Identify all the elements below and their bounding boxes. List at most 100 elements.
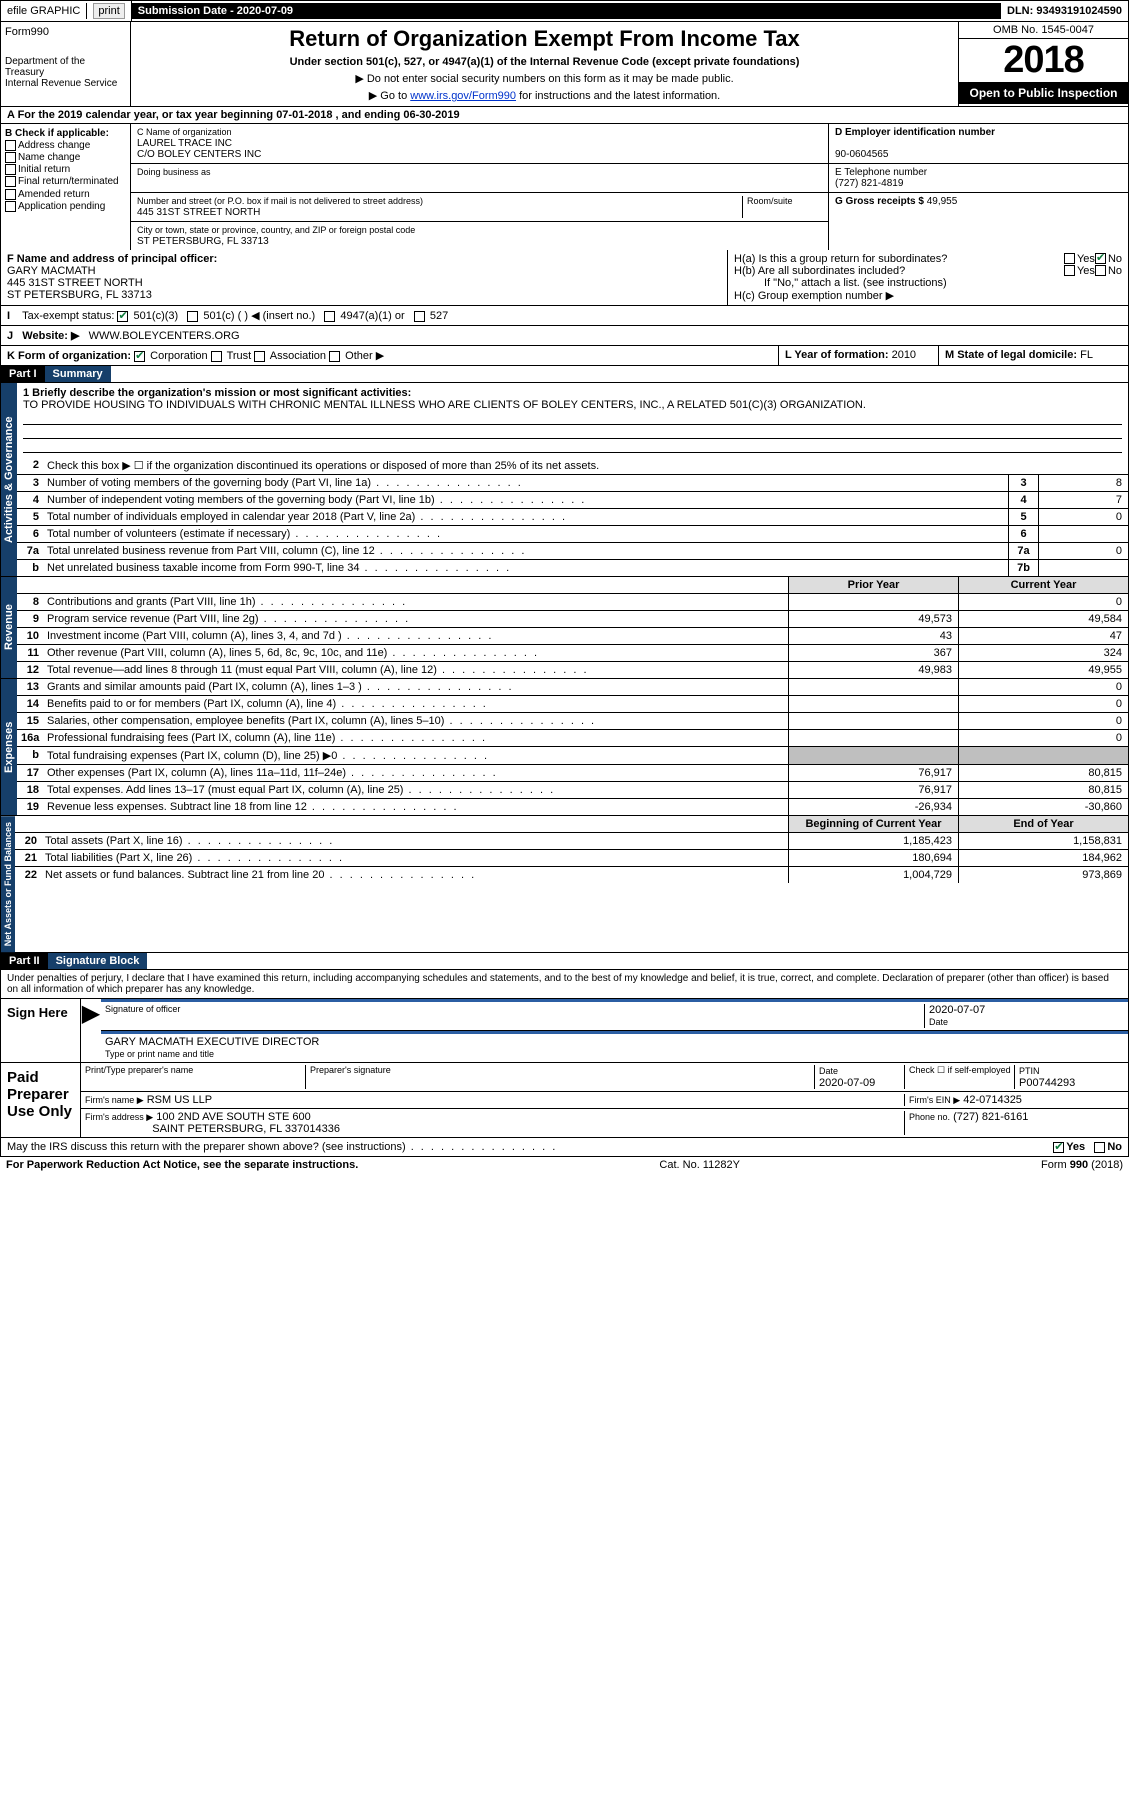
- officer-printed: GARY MACMATH EXECUTIVE DIRECTOR: [105, 1036, 319, 1048]
- d-ein-label: D Employer identification number: [835, 127, 995, 138]
- check-address-change[interactable]: Address change: [5, 140, 126, 151]
- officer-addr1: 445 31ST STREET NORTH: [7, 277, 143, 289]
- irs-link[interactable]: www.irs.gov/Form990: [410, 90, 516, 102]
- check-other[interactable]: [329, 351, 340, 362]
- page-footer: For Paperwork Reduction Act Notice, see …: [0, 1157, 1129, 1173]
- firm-addr: 100 2ND AVE SOUTH STE 600: [156, 1111, 310, 1123]
- discuss-row: May the IRS discuss this return with the…: [0, 1138, 1129, 1157]
- check-trust[interactable]: [211, 351, 222, 362]
- prep-name-label: Print/Type preparer's name: [85, 1065, 305, 1089]
- paid-preparer-block: Paid Preparer Use Only Print/Type prepar…: [0, 1063, 1129, 1138]
- line-1-label: 1 Briefly describe the organization's mi…: [23, 387, 411, 399]
- check-initial-return[interactable]: Initial return: [5, 164, 126, 175]
- line-22: Net assets or fund balances. Subtract li…: [41, 867, 788, 883]
- row-i-tax-exempt: I Tax-exempt status: 501(c)(3) 501(c) ( …: [0, 306, 1129, 326]
- tab-expenses: Expenses: [1, 679, 17, 815]
- hdr-current-year: Current Year: [958, 577, 1128, 593]
- check-final-return[interactable]: Final return/terminated: [5, 176, 126, 187]
- line-11: Other revenue (Part VIII, column (A), li…: [43, 645, 788, 661]
- line-13: Grants and similar amounts paid (Part IX…: [43, 679, 788, 695]
- line-19: Revenue less expenses. Subtract line 18 …: [43, 799, 788, 815]
- line-20: Total assets (Part X, line 16): [41, 833, 788, 849]
- sig-date: 2020-07-07: [929, 1004, 985, 1016]
- row-j-website: J Website: ▶ WWW.BOLEYCENTERS.ORG: [0, 326, 1129, 346]
- tax-year: 2018: [959, 39, 1128, 82]
- g-gross-label: G Gross receipts $: [835, 196, 924, 207]
- h-b-label: H(b) Are all subordinates included?: [734, 265, 1064, 277]
- line-15: Salaries, other compensation, employee b…: [43, 713, 788, 729]
- check-app-pending[interactable]: Application pending: [5, 201, 126, 212]
- cat-no: Cat. No. 11282Y: [659, 1159, 740, 1171]
- hdr-prior-year: Prior Year: [788, 577, 958, 593]
- line-b: Net unrelated business taxable income fr…: [43, 560, 1008, 576]
- efile-label: efile GRAPHIC: [1, 3, 87, 19]
- sig-officer-label: Signature of officer: [105, 1004, 924, 1028]
- subtitle-3: ▶ Go to www.irs.gov/Form990 for instruct…: [135, 89, 954, 102]
- print-button[interactable]: print: [93, 3, 124, 19]
- line-b: Total fundraising expenses (Part IX, col…: [43, 747, 788, 764]
- line-21: Total liabilities (Part X, line 26): [41, 850, 788, 866]
- dept-treasury: Department of the Treasury Internal Reve…: [5, 56, 126, 89]
- line-12: Total revenue—add lines 8 through 11 (mu…: [43, 662, 788, 678]
- hb-no[interactable]: [1095, 265, 1106, 276]
- expenses-section: Expenses 13Grants and similar amounts pa…: [0, 679, 1129, 816]
- ha-no[interactable]: [1095, 253, 1106, 264]
- f-label: F Name and address of principal officer:: [7, 253, 217, 265]
- line-5: Total number of individuals employed in …: [43, 509, 1008, 525]
- row-a-tax-year: A For the 2019 calendar year, or tax yea…: [0, 107, 1129, 124]
- hb-yes[interactable]: [1064, 265, 1075, 276]
- street-address: 445 31ST STREET NORTH: [137, 207, 260, 218]
- submission-date: Submission Date - 2020-07-09: [132, 3, 1001, 19]
- room-label: Room/suite: [747, 196, 793, 206]
- line-4: Number of independent voting members of …: [43, 492, 1008, 508]
- state-domicile: FL: [1080, 349, 1093, 361]
- line-10: Investment income (Part VIII, column (A)…: [43, 628, 788, 644]
- form-version: Form 990 (2018): [1041, 1159, 1123, 1171]
- care-of: C/O BOLEY CENTERS INC: [137, 149, 261, 160]
- line-18: Total expenses. Add lines 13–17 (must eq…: [43, 782, 788, 798]
- check-self-employed[interactable]: Check ☐ if self-employed: [904, 1065, 1014, 1089]
- dln: DLN: 93493191024590: [1001, 3, 1128, 19]
- prep-date: 2020-07-09: [819, 1077, 875, 1089]
- check-4947[interactable]: [324, 311, 335, 322]
- form-label: Form: [5, 26, 31, 38]
- subtitle-2: ▶ Do not enter social security numbers o…: [135, 72, 954, 85]
- firm-phone: (727) 821-6161: [953, 1111, 1028, 1123]
- h-a-label: H(a) Is this a group return for subordin…: [734, 253, 1064, 265]
- mission-text: TO PROVIDE HOUSING TO INDIVIDUALS WITH C…: [23, 399, 866, 411]
- ein-value: 90-0604565: [835, 149, 888, 160]
- firm-name: RSM US LLP: [147, 1094, 212, 1106]
- check-assoc[interactable]: [254, 351, 265, 362]
- net-assets-section: Net Assets or Fund Balances Beginning of…: [0, 816, 1129, 953]
- line-3: Number of voting members of the governin…: [43, 475, 1008, 491]
- check-501c3[interactable]: [117, 311, 128, 322]
- firm-ein: 42-0714325: [963, 1094, 1022, 1106]
- paid-preparer-label: Paid Preparer Use Only: [1, 1063, 81, 1137]
- check-name-change[interactable]: Name change: [5, 152, 126, 163]
- section-b-to-g: B Check if applicable: Address change Na…: [0, 124, 1129, 250]
- check-527[interactable]: [414, 311, 425, 322]
- phone-value: (727) 821-4819: [835, 178, 903, 189]
- subtitle-1: Under section 501(c), 527, or 4947(a)(1)…: [135, 56, 954, 68]
- discuss-no[interactable]: [1094, 1142, 1105, 1153]
- line-16a: Professional fundraising fees (Part IX, …: [43, 730, 788, 746]
- ha-yes[interactable]: [1064, 253, 1075, 264]
- line-7a: Total unrelated business revenue from Pa…: [43, 543, 1008, 559]
- h-b-note: If "No," attach a list. (see instruction…: [734, 277, 1122, 289]
- line-9: Program service revenue (Part VIII, line…: [43, 611, 788, 627]
- discuss-label: May the IRS discuss this return with the…: [7, 1141, 1053, 1153]
- check-501c[interactable]: [187, 311, 198, 322]
- year-formation: 2010: [892, 349, 916, 361]
- form-title: Return of Organization Exempt From Incom…: [135, 26, 954, 52]
- h-c-label: H(c) Group exemption number ▶: [734, 289, 1122, 302]
- check-corp[interactable]: [134, 351, 145, 362]
- hdr-begin-year: Beginning of Current Year: [788, 816, 958, 832]
- sign-here-label: Sign Here: [1, 999, 81, 1062]
- check-amended[interactable]: Amended return: [5, 189, 126, 200]
- arrow-icon: ▶: [81, 999, 101, 1062]
- topbar: efile GRAPHIC print Submission Date - 20…: [0, 0, 1129, 22]
- gross-receipts: 49,955: [927, 196, 958, 207]
- city-label: City or town, state or province, country…: [137, 225, 415, 235]
- ptin: P00744293: [1019, 1077, 1075, 1089]
- discuss-yes[interactable]: [1053, 1142, 1064, 1153]
